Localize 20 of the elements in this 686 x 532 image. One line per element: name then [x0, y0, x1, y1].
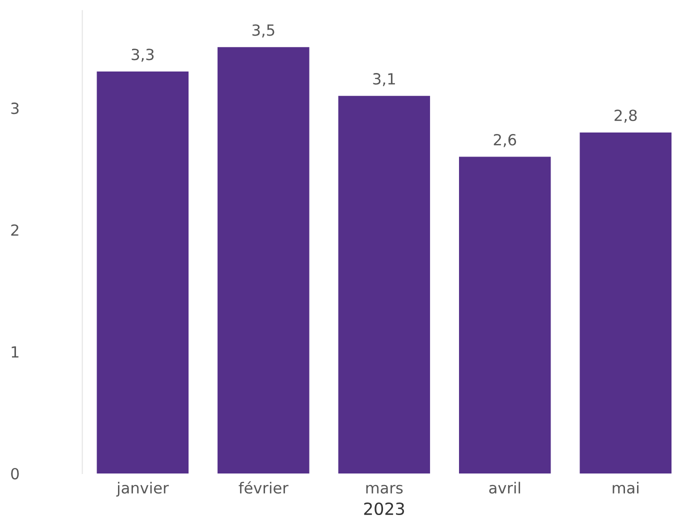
- x-tick-label: avril: [489, 482, 520, 494]
- data-label: 2,6: [494, 134, 516, 148]
- bar: [96, 72, 189, 474]
- bar: [580, 132, 672, 474]
- data-label: 3,3: [132, 48, 154, 62]
- bar: [218, 47, 310, 474]
- x-tick-label: février: [238, 481, 288, 494]
- x-tick-label: janvier: [116, 482, 169, 497]
- data-label: 3,1: [373, 73, 395, 86]
- y-tick-label: 2: [11, 224, 18, 236]
- y-tick-label: 3: [11, 102, 19, 114]
- data-label: 3,5: [252, 24, 274, 38]
- x-axis-title: 2023: [364, 502, 404, 516]
- bar: [459, 156, 551, 474]
- y-tick-label: 1: [12, 346, 18, 358]
- x-tick-label: mars: [366, 484, 403, 494]
- y-tick-label: 0: [11, 468, 19, 480]
- x-tick-label: mai: [612, 482, 638, 494]
- data-label: 2,8: [614, 110, 637, 123]
- bar: [338, 96, 430, 474]
